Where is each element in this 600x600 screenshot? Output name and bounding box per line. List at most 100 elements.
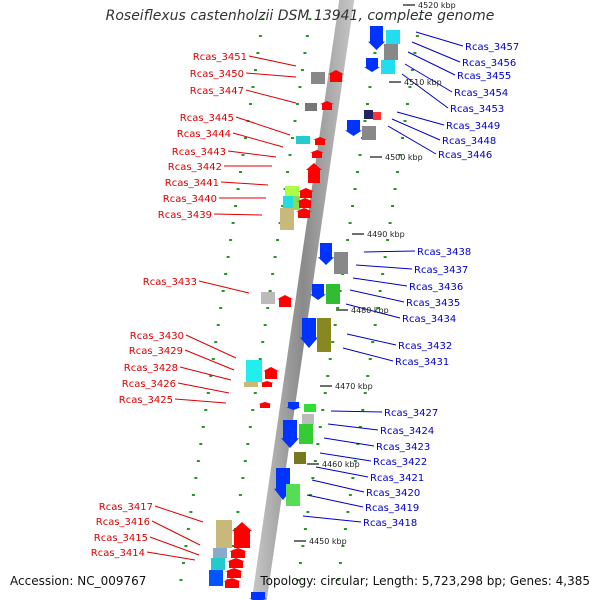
gene-label-rcas_3455: Rcas_3455: [457, 71, 511, 82]
gene-label-rcas_3447: Rcas_3447: [190, 86, 244, 97]
reverse-gene-block: [381, 60, 395, 74]
gene-label-rcas_3438: Rcas_3438: [417, 247, 471, 258]
reverse-gene-block: [384, 44, 398, 60]
track-tick: [311, 477, 315, 479]
track-tick: [358, 426, 362, 428]
track-tick: [381, 273, 385, 275]
gene-label-rcas_3450: Rcas_3450: [190, 69, 244, 80]
track-tick: [221, 290, 225, 292]
track-tick: [211, 358, 215, 360]
leader-line: [146, 551, 196, 561]
track-tick: [343, 528, 347, 530]
track-tick: [378, 18, 382, 20]
forward-gene-block: [311, 72, 325, 84]
track-tick: [251, 409, 255, 411]
gene-label-rcas_3415: Rcas_3415: [94, 533, 148, 544]
gene-label-rcas_3429: Rcas_3429: [129, 346, 183, 357]
forward-gene-arrow: [260, 381, 274, 387]
scale-label: 4490 kbp: [367, 230, 405, 239]
leader-line: [184, 349, 235, 371]
track-tick: [236, 511, 240, 513]
forward-gene-arrow: [227, 558, 245, 568]
forward-gene-arrow: [223, 578, 241, 588]
track-tick: [301, 545, 305, 547]
leader-line: [327, 423, 379, 431]
track-tick: [296, 579, 300, 581]
reverse-gene-block: [302, 414, 314, 424]
track-tick: [378, 290, 382, 292]
track-tick: [410, 69, 414, 71]
gene-label-rcas_3422: Rcas_3422: [373, 457, 427, 468]
leader-line: [391, 118, 441, 141]
forward-gene-arrow: [263, 367, 279, 379]
track-tick: [415, 35, 419, 37]
track-tick: [346, 511, 350, 513]
forward-gene-arrow: [277, 295, 293, 307]
reverse-gene-arrow: [345, 120, 362, 136]
forward-gene-block: [244, 382, 258, 387]
track-tick: [216, 324, 220, 326]
track-tick: [393, 188, 397, 190]
track-tick: [405, 103, 409, 105]
genome-backbone: [251, 0, 355, 600]
leader-line: [387, 125, 437, 155]
leader-line: [323, 437, 375, 447]
forward-gene-arrow: [306, 163, 322, 183]
track-tick: [243, 137, 247, 139]
leader-line: [363, 250, 416, 253]
gene-label-rcas_3448: Rcas_3448: [442, 136, 496, 147]
forward-gene-block: [293, 196, 300, 210]
track-tick: [186, 528, 190, 530]
track-tick: [236, 188, 240, 190]
track-tick: [413, 52, 417, 54]
gene-label-rcas_3453: Rcas_3453: [450, 104, 504, 115]
scale-label: 4480 kbp: [351, 306, 389, 315]
track-tick: [383, 256, 387, 258]
track-tick: [201, 426, 205, 428]
track-tick: [268, 290, 272, 292]
forward-gene-arrow: [258, 402, 272, 408]
gene-label-rcas_3457: Rcas_3457: [465, 42, 519, 53]
track-tick: [219, 307, 223, 309]
track-tick: [396, 171, 400, 173]
track-tick: [224, 273, 228, 275]
track-tick: [206, 392, 210, 394]
gene-label-rcas_3419: Rcas_3419: [365, 503, 419, 514]
gene-label-rcas_3442: Rcas_3442: [168, 162, 222, 173]
reverse-gene-block: [334, 252, 348, 274]
forward-gene-arrow: [328, 70, 344, 82]
gene-label-rcas_3418: Rcas_3418: [363, 518, 417, 529]
track-tick: [181, 562, 185, 564]
scale-label: 4500 kbp: [385, 153, 423, 162]
gene-label-rcas_3421: Rcas_3421: [370, 473, 424, 484]
leader-line: [177, 382, 230, 394]
track-tick: [333, 324, 337, 326]
track-tick: [365, 103, 369, 105]
gene-label-rcas_3446: Rcas_3446: [438, 150, 492, 161]
forward-gene-arrow: [297, 198, 313, 208]
reverse-gene-block: [304, 404, 316, 412]
gene-label-rcas_3424: Rcas_3424: [380, 426, 434, 437]
leader-line: [311, 479, 365, 493]
track-tick: [196, 460, 200, 462]
track-tick: [306, 511, 310, 513]
track-tick: [308, 18, 312, 20]
track-tick: [191, 494, 195, 496]
track-tick: [258, 35, 262, 37]
track-tick: [189, 511, 193, 513]
track-tick: [313, 460, 317, 462]
track-tick: [253, 69, 257, 71]
track-tick: [248, 103, 252, 105]
leader-line: [302, 515, 362, 523]
forward-gene-block: [305, 103, 317, 111]
forward-gene-arrow: [232, 522, 252, 548]
forward-gene-block: [209, 570, 223, 586]
reverse-gene-block: [386, 30, 400, 44]
scale-label: 4510 kbp: [404, 78, 442, 87]
leader-line: [198, 280, 250, 294]
track-tick: [400, 137, 404, 139]
track-tick: [318, 426, 322, 428]
track-tick: [293, 120, 297, 122]
forward-gene-arrow: [229, 548, 247, 558]
